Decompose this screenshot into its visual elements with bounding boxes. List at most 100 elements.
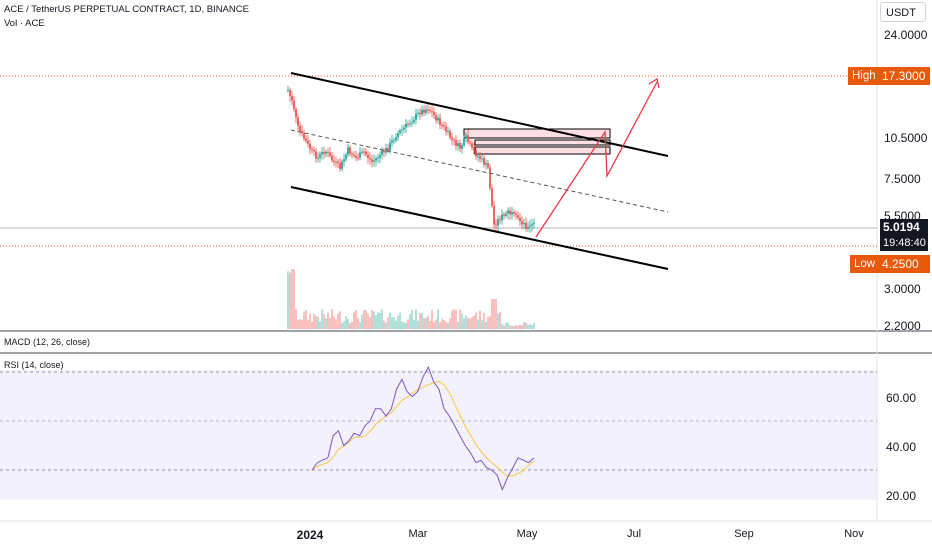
candle-body — [533, 223, 535, 225]
volume-bar — [435, 319, 437, 329]
volume-bar — [431, 310, 433, 329]
candle-body — [523, 222, 525, 225]
symbol-title: ACE / TetherUS PERPETUAL CONTRACT, 1D, B… — [4, 4, 249, 15]
volume-bar — [395, 320, 397, 329]
countdown-timer: 19:48:40 — [880, 236, 928, 251]
volume-bar — [329, 317, 331, 329]
projection-arrowhead — [648, 77, 660, 89]
volume-bar — [479, 310, 481, 329]
volume-bar — [407, 319, 409, 329]
volume-bar — [327, 312, 329, 329]
volume-bar — [347, 318, 349, 329]
volume-bar — [365, 310, 367, 329]
volume-bar — [447, 322, 449, 329]
candle-body — [333, 160, 335, 162]
volume-bar — [507, 322, 509, 329]
volume-bar — [441, 318, 443, 329]
volume-legend: Vol · ACE — [4, 18, 45, 29]
candle-body — [531, 224, 533, 226]
channel-mid-line[interactable] — [290, 129, 669, 213]
currency-button[interactable]: USDT — [880, 2, 926, 22]
candle-body — [513, 212, 515, 214]
candle-body — [327, 151, 329, 153]
rsi-tick: 60.00 — [886, 391, 917, 405]
volume-bar — [413, 320, 415, 329]
volume-bar — [357, 317, 359, 329]
candle-body — [413, 119, 415, 123]
candle-body — [501, 214, 503, 221]
volume-bar — [501, 324, 503, 329]
candle-body — [369, 157, 371, 160]
candle-body — [367, 154, 369, 158]
volume-bar — [291, 269, 293, 329]
candle-body — [329, 152, 331, 156]
candle-body — [433, 112, 435, 116]
volume-bar — [319, 321, 321, 329]
candle-body — [461, 145, 463, 149]
volume-bar — [505, 322, 507, 329]
volume-bar — [409, 314, 411, 329]
candle-body — [525, 222, 527, 229]
candle-body — [355, 155, 357, 158]
volume-bar — [317, 316, 319, 329]
candle-body — [515, 213, 517, 216]
candle-body — [511, 212, 513, 215]
candle-body — [445, 126, 447, 132]
candle-body — [349, 147, 351, 154]
candle-body — [415, 113, 417, 120]
candle-body — [339, 163, 341, 169]
candle-body — [401, 129, 403, 131]
candle-body — [299, 125, 301, 131]
candle-body — [427, 109, 429, 111]
candle-body — [399, 130, 401, 134]
candle-body — [309, 143, 311, 150]
volume-bar — [371, 310, 373, 329]
volume-bar — [343, 320, 345, 329]
volume-bar — [477, 319, 479, 329]
candle-body — [469, 142, 471, 144]
time-label: Jul — [626, 528, 642, 540]
candle-body — [491, 188, 493, 206]
volume-bar — [351, 321, 353, 329]
candle-body — [335, 161, 337, 163]
volume-bar — [349, 322, 351, 329]
channel-lower-line[interactable] — [290, 186, 669, 270]
candle-body — [383, 150, 385, 153]
volume-bar — [373, 311, 375, 329]
volume-bar — [485, 322, 487, 329]
volume-bar — [377, 312, 379, 329]
candle-body — [395, 137, 397, 141]
volume-bar — [443, 319, 445, 329]
volume-bar — [459, 309, 461, 329]
candle-body — [471, 143, 473, 148]
volume-bar — [289, 272, 291, 329]
supply-zone-upper — [463, 128, 611, 139]
candle-body — [295, 109, 297, 118]
time-label: Mar — [408, 528, 428, 540]
candle-body — [301, 130, 303, 133]
volume-bar — [463, 318, 465, 329]
volume-bar — [457, 322, 459, 329]
volume-bar — [491, 299, 493, 329]
candle-body — [425, 109, 427, 113]
candle-body — [321, 152, 323, 155]
candle-body — [489, 167, 491, 189]
candle-body — [293, 100, 295, 110]
candle-body — [291, 96, 293, 101]
rsi-legend[interactable]: RSI (14, close) — [4, 360, 64, 370]
candle-body — [387, 147, 389, 151]
volume-bar — [475, 312, 477, 329]
candle-body — [423, 109, 425, 113]
candle-body — [431, 111, 433, 113]
macd-legend[interactable]: MACD (12, 26, close) — [4, 337, 91, 347]
volume-bar — [325, 317, 327, 329]
candle-body — [393, 140, 395, 142]
projection-path[interactable] — [535, 81, 658, 238]
candle-body — [361, 151, 363, 153]
price-tick: 3.0000 — [884, 282, 921, 296]
candle-body — [341, 161, 343, 169]
volume-bar — [455, 310, 457, 329]
volume-bar — [423, 318, 425, 329]
volume-bar — [345, 316, 347, 329]
